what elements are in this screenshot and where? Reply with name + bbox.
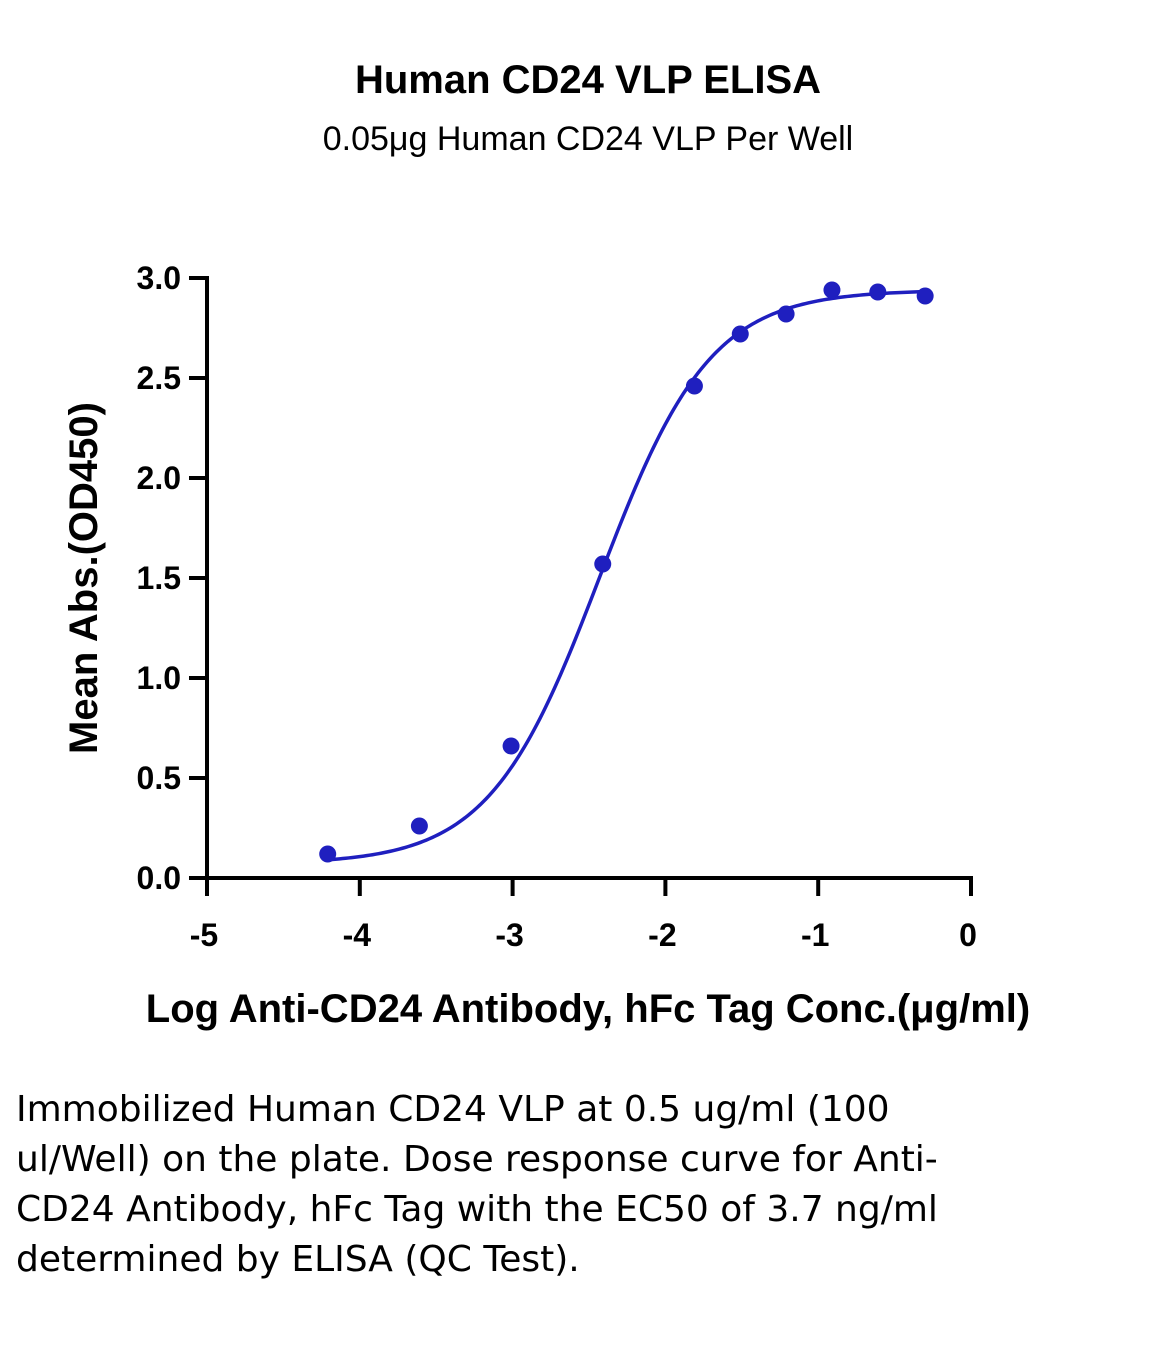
- y-axis-label: Mean Abs.(OD450): [62, 402, 106, 754]
- y-tick-label: 1.5: [137, 560, 181, 596]
- x-axis-label: Log Anti-CD24 Antibody, hFc Tag Conc.(μg…: [146, 987, 1030, 1031]
- data-point: [777, 305, 795, 323]
- x-tick-label: -1: [801, 917, 829, 953]
- y-tick-label: 2.5: [137, 360, 181, 396]
- x-tick-label: -2: [648, 917, 676, 953]
- y-tick-label: 0.5: [137, 760, 181, 796]
- y-tick-label: 0.0: [137, 860, 181, 896]
- x-tick-label: -3: [495, 917, 523, 953]
- y-tick-label: 2.0: [137, 460, 181, 496]
- chart-title: Human CD24 VLP ELISA: [355, 58, 821, 102]
- data-point: [916, 287, 934, 305]
- y-tick-label: 3.0: [137, 260, 181, 296]
- data-point: [410, 817, 428, 835]
- data-point: [502, 737, 520, 755]
- data-point: [823, 281, 841, 299]
- axes: 0.0 0.5 1.0 1.5 2.0 2.5 3.0 -5 -4 -3 -2 -1 0: [137, 260, 977, 953]
- elisa-chart: Human CD24 VLP ELISA 0.05μg Human CD24 V…: [62, 58, 1030, 1031]
- x-tick-label: -4: [343, 917, 372, 953]
- data-point: [319, 845, 337, 863]
- fit-curve: [327, 289, 926, 862]
- data-point: [594, 555, 612, 573]
- data-point: [731, 325, 749, 343]
- data-point: [869, 283, 887, 301]
- figure-caption: Immobilized Human CD24 VLP at 0.5 ug/ml …: [16, 1089, 938, 1280]
- y-tick-label: 1.0: [137, 660, 181, 696]
- chart-subtitle: 0.05μg Human CD24 VLP Per Well: [323, 120, 854, 158]
- x-tick-label: 0: [959, 917, 977, 953]
- data-points: [319, 281, 934, 863]
- data-point: [685, 377, 703, 395]
- x-tick-label: -5: [190, 917, 218, 953]
